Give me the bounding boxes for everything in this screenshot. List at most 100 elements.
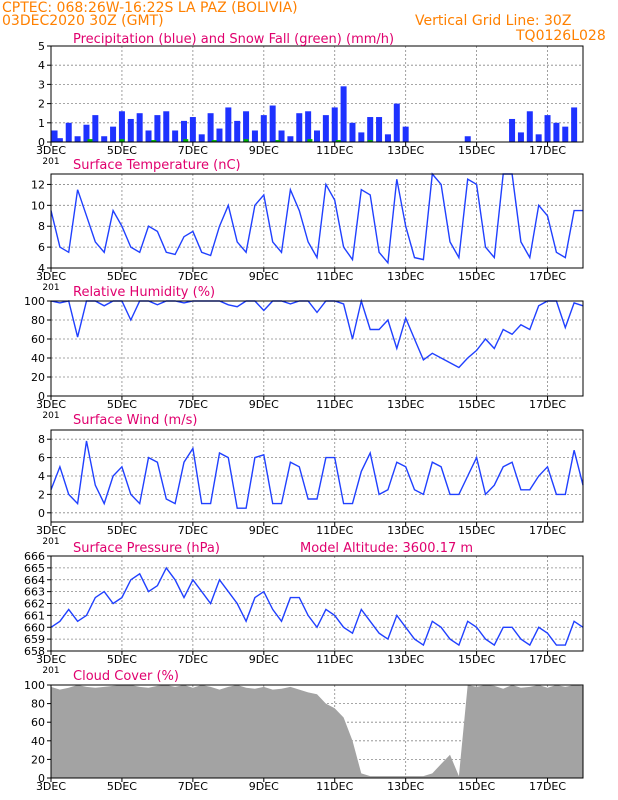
x-tick-label: 11DEC bbox=[316, 653, 353, 666]
series-line bbox=[50, 298, 584, 369]
x-tick-label: 7DEC bbox=[178, 270, 208, 283]
x-tick-label: 15DEC bbox=[458, 398, 495, 411]
precip-bar bbox=[340, 86, 347, 142]
y-tick-label: 4 bbox=[38, 262, 45, 275]
x-tick-label: 7DEC bbox=[178, 144, 208, 157]
precip-bar bbox=[278, 130, 285, 142]
y-tick-label: 3 bbox=[38, 78, 45, 91]
precip-bar bbox=[287, 136, 294, 142]
cloud-area bbox=[51, 685, 583, 778]
y-tick-label: 0 bbox=[38, 136, 45, 149]
x-tick-label: 7DEC bbox=[178, 780, 208, 793]
x-tick-label: 15DEC bbox=[458, 524, 495, 537]
y-tick-label: 661 bbox=[24, 609, 45, 622]
precip-bar bbox=[118, 111, 125, 142]
precip-bar bbox=[56, 138, 63, 142]
precip-bar bbox=[376, 117, 383, 142]
precip-bar bbox=[243, 111, 250, 142]
y-tick-label: 2 bbox=[38, 488, 45, 501]
x-tick-label: 15DEC bbox=[458, 144, 495, 157]
y-tick-label: 5 bbox=[38, 40, 45, 53]
precip-bar bbox=[207, 113, 214, 142]
precip-bar bbox=[216, 128, 223, 142]
panel-title: Surface Pressure (hPa) bbox=[73, 541, 220, 556]
x-tick-label: 5DEC bbox=[107, 780, 137, 793]
y-tick-label: 40 bbox=[31, 352, 45, 365]
precip-bar bbox=[251, 130, 258, 142]
x-tick-label: 9DEC bbox=[249, 653, 279, 666]
x-tick-label: 13DEC bbox=[387, 270, 424, 283]
x-tick-label: 13DEC bbox=[387, 524, 424, 537]
x-tick-label: 5DEC bbox=[107, 144, 137, 157]
y-tick-label: 660 bbox=[24, 621, 45, 634]
x-tick-label: 9DEC bbox=[249, 270, 279, 283]
precip-bar bbox=[225, 107, 232, 142]
precip-bar bbox=[260, 115, 267, 142]
x-tick-label: 15DEC bbox=[458, 653, 495, 666]
header-location: CPTEC: 068:26W-16:22S LA PAZ (BOLIVIA) bbox=[2, 0, 298, 16]
precip-bar bbox=[517, 132, 524, 142]
x-tick-label: 15DEC bbox=[458, 780, 495, 793]
y-tick-label: 662 bbox=[24, 598, 45, 611]
y-tick-label: 80 bbox=[31, 698, 45, 711]
panel-frame bbox=[50, 45, 584, 143]
y-tick-label: 20 bbox=[31, 753, 45, 766]
precip-bar bbox=[358, 132, 365, 142]
precip-bar bbox=[562, 126, 569, 142]
precip-bar bbox=[136, 113, 143, 142]
panel-frame bbox=[50, 173, 584, 269]
panel-frame bbox=[50, 300, 584, 397]
x-tick-label: 17DEC bbox=[529, 653, 566, 666]
x-tick-label: 17DEC bbox=[529, 270, 566, 283]
y-tick-label: 0 bbox=[38, 507, 45, 520]
x-tick-label: 13DEC bbox=[387, 144, 424, 157]
y-tick-label: 6 bbox=[38, 452, 45, 465]
snow-bar bbox=[183, 139, 189, 142]
precip-bar bbox=[154, 115, 161, 142]
x-tick-label: 11DEC bbox=[316, 398, 353, 411]
y-tick-label: 100 bbox=[24, 295, 45, 308]
y-tick-label: 80 bbox=[31, 314, 45, 327]
precip-bar bbox=[101, 136, 108, 142]
x-tick-label: 17DEC bbox=[529, 524, 566, 537]
precip-bar bbox=[349, 122, 356, 142]
year-stub-label: 201 bbox=[42, 411, 59, 421]
precip-bar bbox=[83, 124, 90, 142]
x-tick-label: 9DEC bbox=[249, 524, 279, 537]
x-tick-label: 11DEC bbox=[316, 524, 353, 537]
y-tick-label: 658 bbox=[24, 645, 45, 658]
y-tick-label: 0 bbox=[38, 390, 45, 403]
panel-title: Surface Temperature (nC) bbox=[73, 158, 241, 173]
x-tick-label: 5DEC bbox=[107, 398, 137, 411]
x-tick-label: 7DEC bbox=[178, 524, 208, 537]
series-line bbox=[50, 172, 583, 265]
precip-bar bbox=[535, 134, 542, 142]
precip-bar bbox=[296, 113, 303, 142]
precip-bar bbox=[181, 120, 187, 142]
precip-bar bbox=[269, 105, 276, 142]
x-tick-label: 13DEC bbox=[387, 398, 424, 411]
snow-bar bbox=[243, 139, 249, 142]
panel-2: 0 20 40 60 80 100 3DEC 5DEC 7DEC 9DEC 11DEC 13DEC 15… bbox=[24, 285, 584, 421]
y-tick-label: 0 bbox=[38, 772, 45, 785]
year-stub-label: 201 bbox=[42, 537, 59, 547]
precip-bar bbox=[51, 130, 58, 142]
y-tick-label: 8 bbox=[38, 433, 45, 446]
precip-bar bbox=[509, 118, 516, 142]
precip-bar bbox=[163, 111, 170, 142]
panel-frame bbox=[50, 684, 584, 779]
x-tick-label: 17DEC bbox=[529, 398, 566, 411]
y-tick-label: 665 bbox=[24, 562, 45, 575]
x-tick-label: 3DEC bbox=[36, 653, 66, 666]
precip-bar bbox=[234, 120, 241, 142]
panel-1: 4 6 8 10 12 3DEC 5DEC 7DEC 9DEC 11DEC 13DEC 15DEC 17… bbox=[31, 158, 584, 293]
x-tick-label: 5DEC bbox=[107, 270, 137, 283]
year-stub-label: 201 bbox=[42, 666, 59, 676]
panel-title: Cloud Cover (%) bbox=[73, 669, 179, 684]
x-tick-label: 11DEC bbox=[316, 270, 353, 283]
series-line bbox=[50, 440, 584, 509]
snow-bar bbox=[307, 139, 313, 142]
y-tick-label: 666 bbox=[24, 550, 45, 563]
